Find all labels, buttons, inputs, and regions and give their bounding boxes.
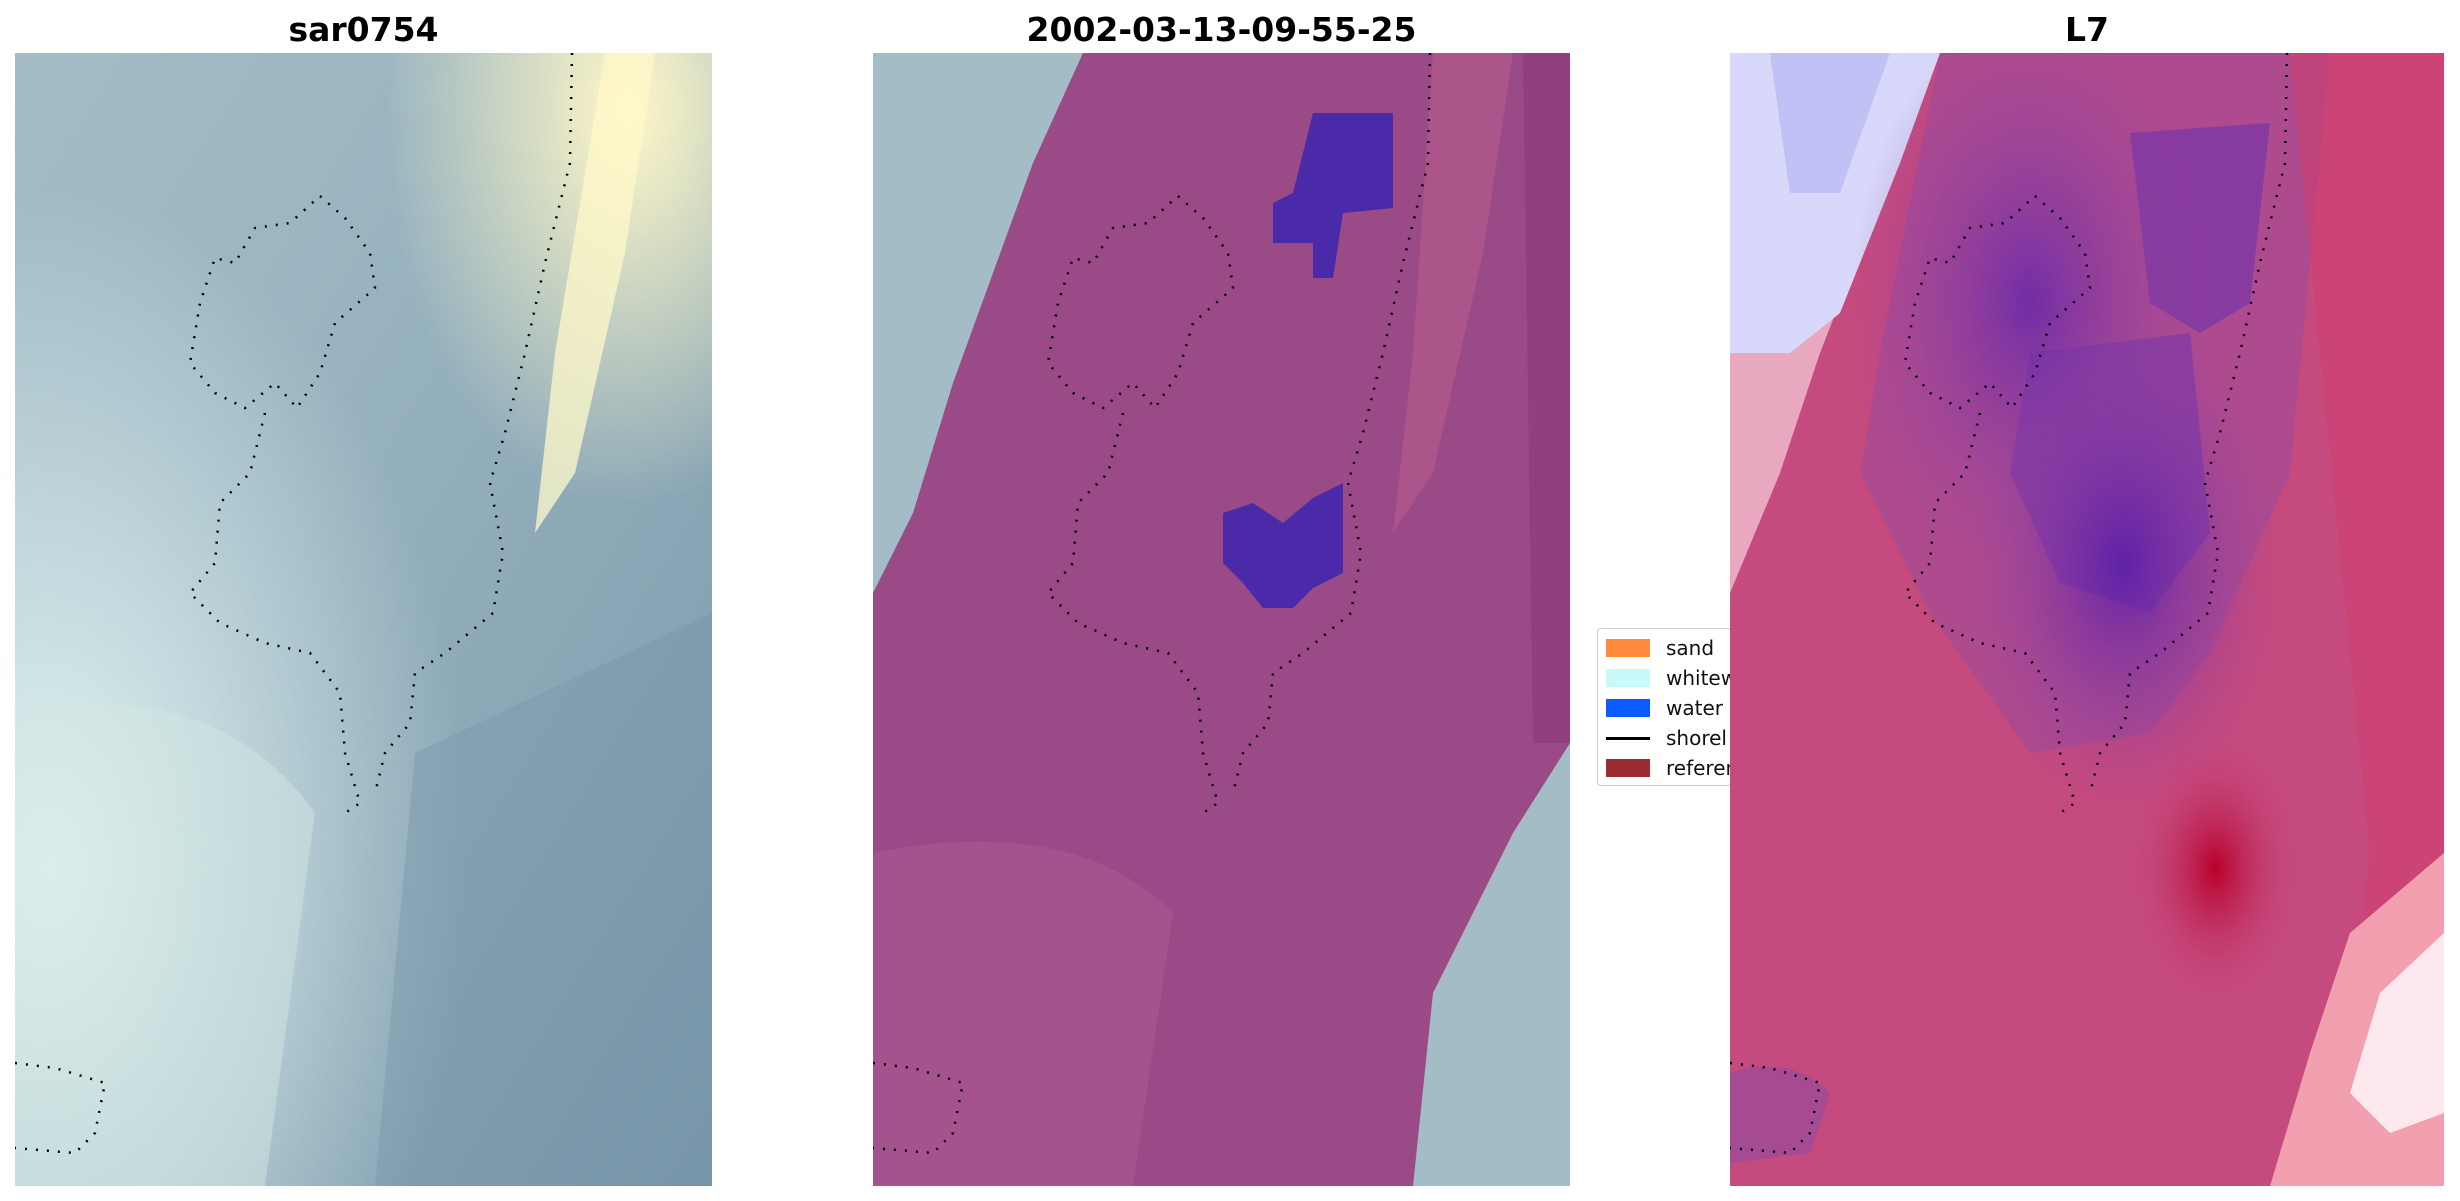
classified-image <box>873 53 1570 1186</box>
legend-label-shoreline: shorel <box>1666 726 1727 750</box>
legend-swatch-sand <box>1606 639 1650 657</box>
legend-item-reference: referen <box>1606 756 1732 780</box>
legend: sand whitew water shorel referen <box>1597 628 1732 786</box>
l7-image <box>1730 53 2444 1186</box>
l7-image-panel <box>1730 53 2444 1186</box>
classified-image-panel <box>873 53 1570 1186</box>
panel-title-l7: L7 <box>2065 10 2109 49</box>
legend-item-water: water <box>1606 696 1723 720</box>
legend-label-whitewater: whitew <box>1666 666 1732 690</box>
panel-title-classified: 2002-03-13-09-55-25 <box>1026 10 1417 49</box>
legend-item-shoreline: shorel <box>1606 726 1727 750</box>
legend-item-sand: sand <box>1606 636 1714 660</box>
legend-label-sand: sand <box>1666 636 1715 660</box>
rgb-image-panel <box>15 53 712 1186</box>
legend-item-whitewater: whitew <box>1606 666 1732 690</box>
panel-title-rgb: sar0754 <box>288 10 439 49</box>
rgb-image <box>15 53 712 1186</box>
legend-swatch-reference <box>1606 759 1650 777</box>
legend-label-reference: referen <box>1666 756 1732 780</box>
legend-swatch-water <box>1606 699 1650 717</box>
legend-line-shoreline <box>1606 736 1650 740</box>
legend-swatch-whitewater <box>1606 669 1650 687</box>
legend-label-water: water <box>1666 696 1723 720</box>
